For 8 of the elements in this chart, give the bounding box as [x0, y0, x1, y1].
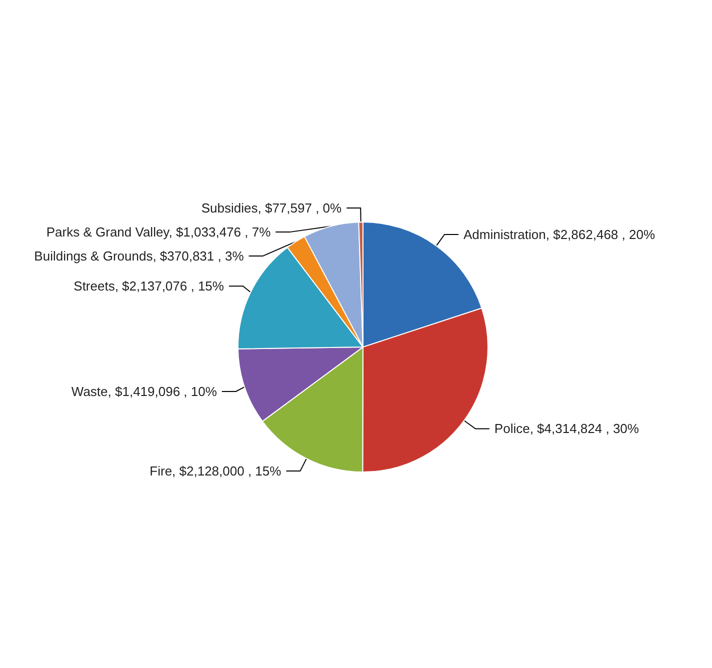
slice-label: Streets, $2,137,076 , 15% — [74, 278, 224, 294]
slice-label: Subsidies, $77,597 , 0% — [201, 200, 342, 216]
slice-label: Parks & Grand Valley, $1,033,476 , 7% — [46, 224, 272, 240]
slice-label: Administration, $2,862,468 , 20% — [464, 226, 656, 242]
slice-label: Fire, $2,128,000 , 15% — [150, 464, 282, 479]
slice-label: Police, $4,314,824 , 30% — [494, 421, 640, 436]
slice-label: Buildings & Grounds, $370,831 , 3% — [34, 248, 244, 264]
slice-label: Waste, $1,419,096 , 10% — [71, 384, 218, 399]
